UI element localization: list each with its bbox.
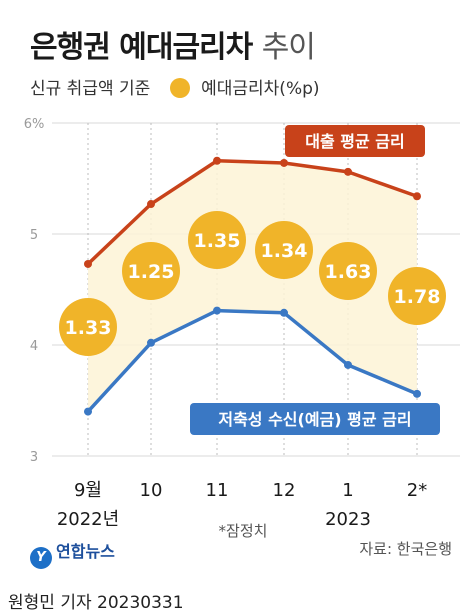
spread-band (88, 160, 417, 412)
spread-value-label: 1.25 (128, 261, 175, 283)
legend: 신규 취급액 기준 예대금리차(%p) (30, 74, 320, 99)
title-bold: 은행권 예대금리차 (30, 30, 253, 65)
legend-label: 예대금리차(%p) (201, 79, 320, 99)
spread-value-label: 1.34 (261, 240, 308, 262)
x-tick-label: 1 (342, 480, 353, 501)
y-tick-label: 4 (30, 339, 38, 354)
spread-bubble (122, 242, 180, 300)
chart-title: 은행권 예대금리차 추이 (30, 22, 316, 66)
deposit-rate-point (280, 308, 288, 317)
legend-dot (169, 78, 190, 98)
x-group-label: 2022년 (57, 509, 119, 530)
spread-bubble (255, 221, 313, 279)
loan-rate-point (413, 192, 421, 201)
spread-bubble (188, 211, 246, 269)
x-group-label: 2023 (325, 509, 371, 530)
y-tick-label: 3 (30, 450, 38, 465)
x-tick-label: 2* (407, 480, 427, 501)
loan-rate-line (86, 158, 418, 266)
spread-bubble (388, 267, 446, 325)
loan-rate-point (147, 200, 155, 209)
spread-bubble (59, 298, 117, 356)
deposit-rate-line (86, 308, 418, 413)
logo-icon: Y (30, 547, 52, 569)
x-tick-label: 10 (140, 480, 163, 501)
loan-rate-point (213, 156, 221, 165)
brand-name: 연합뉴스 (56, 542, 115, 561)
subtitle: 신규 취급액 기준 (30, 79, 151, 99)
spread-value-label: 1.33 (65, 317, 112, 339)
deposit-rate-point (413, 389, 421, 398)
x-tick-label: 12 (273, 480, 296, 501)
loan-rate-point (344, 167, 352, 176)
spread-bubble (319, 242, 377, 300)
x-tick-label: 11 (206, 480, 229, 501)
source-note: 자료: 한국은행 (359, 540, 452, 558)
x-tick-label: 9월 (74, 480, 102, 501)
y-tick-label: 6% (24, 117, 45, 132)
chart-card: 은행권 예대금리차 추이 신규 취급액 기준 예대금리차(%p) 3 4 5 6% 대출… (23, 22, 460, 569)
loan-series-label: 대출 평균 금리 (305, 132, 404, 151)
deposit-series-label: 저축성 수신(예금) 평균 금리 (218, 410, 411, 429)
loan-rate-point (280, 158, 288, 167)
byline: 원형민 기자 20230331 (8, 593, 184, 613)
title-light: 추이 (261, 30, 316, 65)
spread-value-label: 1.35 (194, 230, 241, 252)
loan-series-label-box (285, 125, 425, 157)
brand-logo: Y 연합뉴스 (30, 538, 115, 569)
provisional-note: *잠정치 (219, 522, 268, 540)
deposit-rate-point (84, 407, 92, 416)
deposit-rate-point (147, 338, 155, 347)
spread-value-label: 1.63 (325, 261, 372, 283)
deposit-rate-point (344, 360, 352, 369)
spread-value-label: 1.78 (394, 286, 441, 308)
deposit-series-label-box (190, 403, 440, 435)
loan-rate-point (84, 259, 92, 268)
deposit-rate-point (213, 306, 221, 315)
y-tick-label: 5 (30, 228, 38, 243)
